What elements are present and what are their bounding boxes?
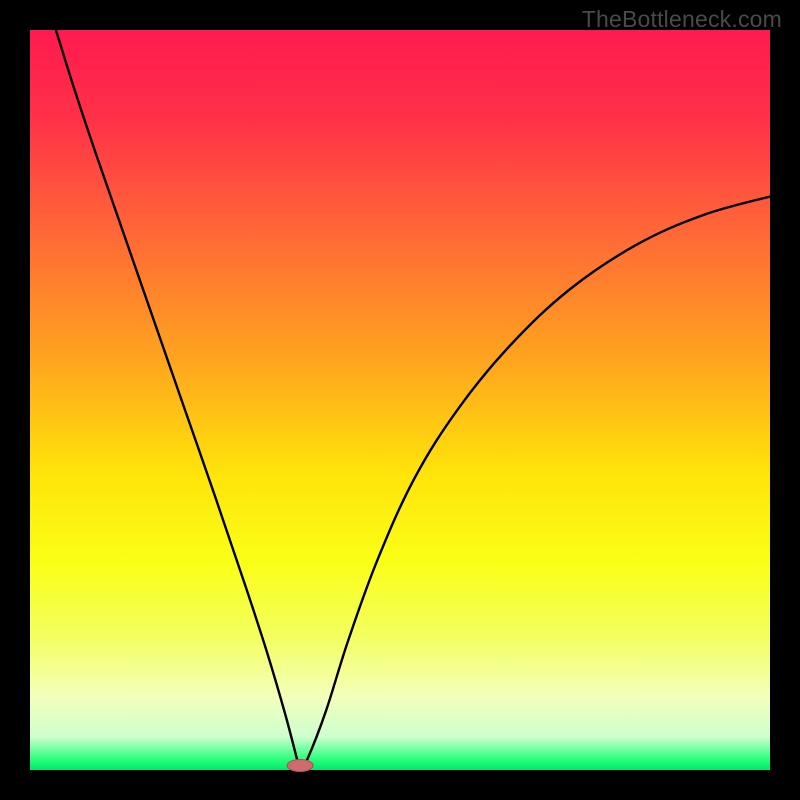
chart-background <box>30 30 770 770</box>
optimum-marker <box>287 760 313 772</box>
chart-svg <box>0 0 800 800</box>
watermark-text: TheBottleneck.com <box>582 6 782 33</box>
bottleneck-chart <box>0 0 800 800</box>
